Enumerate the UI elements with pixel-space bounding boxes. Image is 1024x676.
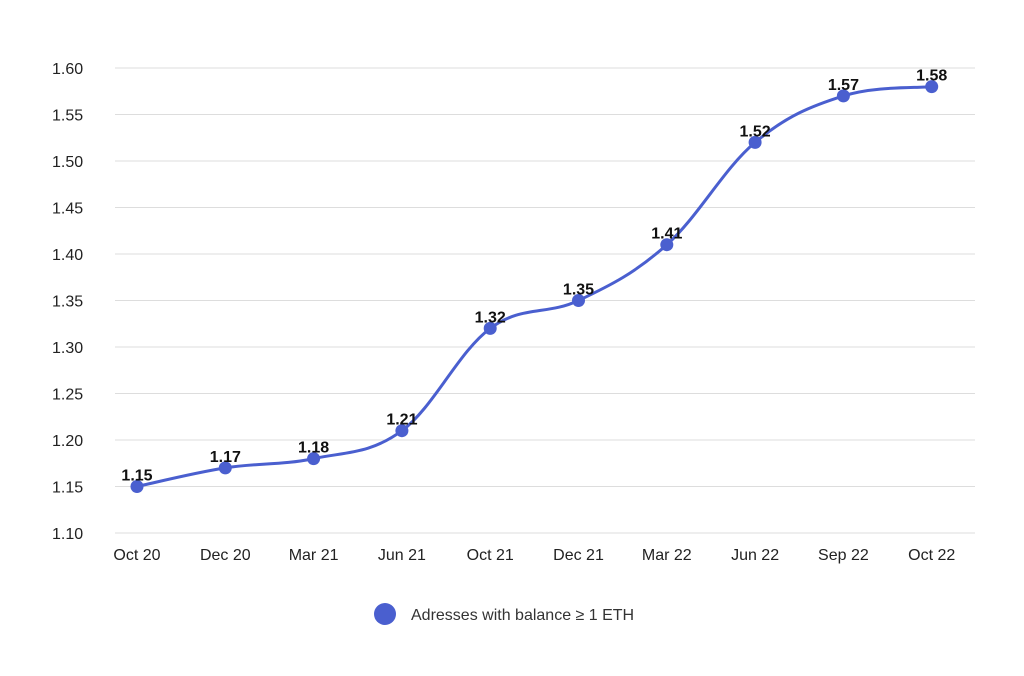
x-tick-label: Mar 21 [289, 547, 339, 564]
y-tick-label: 1.25 [52, 387, 83, 404]
data-label: 1.35 [563, 282, 594, 299]
y-tick-label: 1.20 [52, 433, 83, 450]
data-point [307, 452, 321, 466]
legend-marker [374, 603, 396, 625]
y-tick-label: 1.50 [52, 154, 83, 171]
data-label: 1.52 [740, 123, 771, 140]
data-point [395, 424, 409, 438]
x-tick-label: Jun 22 [731, 547, 779, 564]
data-point [836, 89, 850, 103]
y-tick-label: 1.10 [52, 526, 83, 543]
x-tick-label: Oct 22 [908, 547, 955, 564]
data-point [925, 80, 939, 94]
data-point [748, 135, 762, 149]
x-tick-label: Sep 22 [818, 547, 869, 564]
data-point [130, 480, 144, 493]
data-label: 1.21 [386, 412, 417, 429]
y-axis-ticks: 1.10 1.15 1.20 1.25 1.30 1.35 1.40 1.45 1.50 1.55… [52, 61, 83, 543]
data-label: 1.17 [210, 449, 241, 466]
data-point [572, 294, 585, 307]
x-tick-label: Oct 21 [467, 547, 514, 564]
data-point [483, 321, 497, 335]
series-line [136, 85, 932, 488]
y-tick-label: 1.35 [52, 294, 83, 311]
y-tick-label: 1.40 [52, 247, 83, 264]
x-tick-label: Dec 21 [553, 547, 604, 564]
x-tick-label: Jun 21 [378, 547, 426, 564]
data-label: 1.41 [651, 226, 682, 243]
data-point [660, 238, 674, 252]
y-tick-label: 1.45 [52, 201, 83, 218]
data-labels: 1.15 1.17 1.18 1.21 1.32 1.35 1.41 1.52 1.57 1.58 [121, 68, 947, 485]
y-tick-label: 1.60 [52, 61, 83, 78]
y-tick-label: 1.15 [52, 480, 83, 497]
data-label: 1.18 [298, 440, 329, 457]
data-label: 1.32 [475, 309, 506, 326]
y-tick-label: 1.55 [52, 108, 83, 125]
data-label: 1.15 [121, 468, 152, 485]
x-tick-label: Oct 20 [113, 547, 160, 564]
data-points [130, 80, 939, 493]
x-tick-label: Mar 22 [642, 547, 692, 564]
data-point [218, 461, 232, 475]
x-axis-ticks: Oct 20 Dec 20 Mar 21 Jun 21 Oct 21 Dec 21 Mar … [113, 547, 955, 564]
y-tick-label: 1.30 [52, 340, 83, 357]
legend: Adresses with balance ≥ 1 ETH [374, 603, 634, 625]
grid-lines [115, 67, 975, 534]
legend-label: Adresses with balance ≥ 1 ETH [411, 607, 634, 624]
x-tick-label: Dec 20 [200, 547, 251, 564]
data-label: 1.57 [828, 77, 859, 94]
data-label: 1.58 [916, 68, 947, 85]
